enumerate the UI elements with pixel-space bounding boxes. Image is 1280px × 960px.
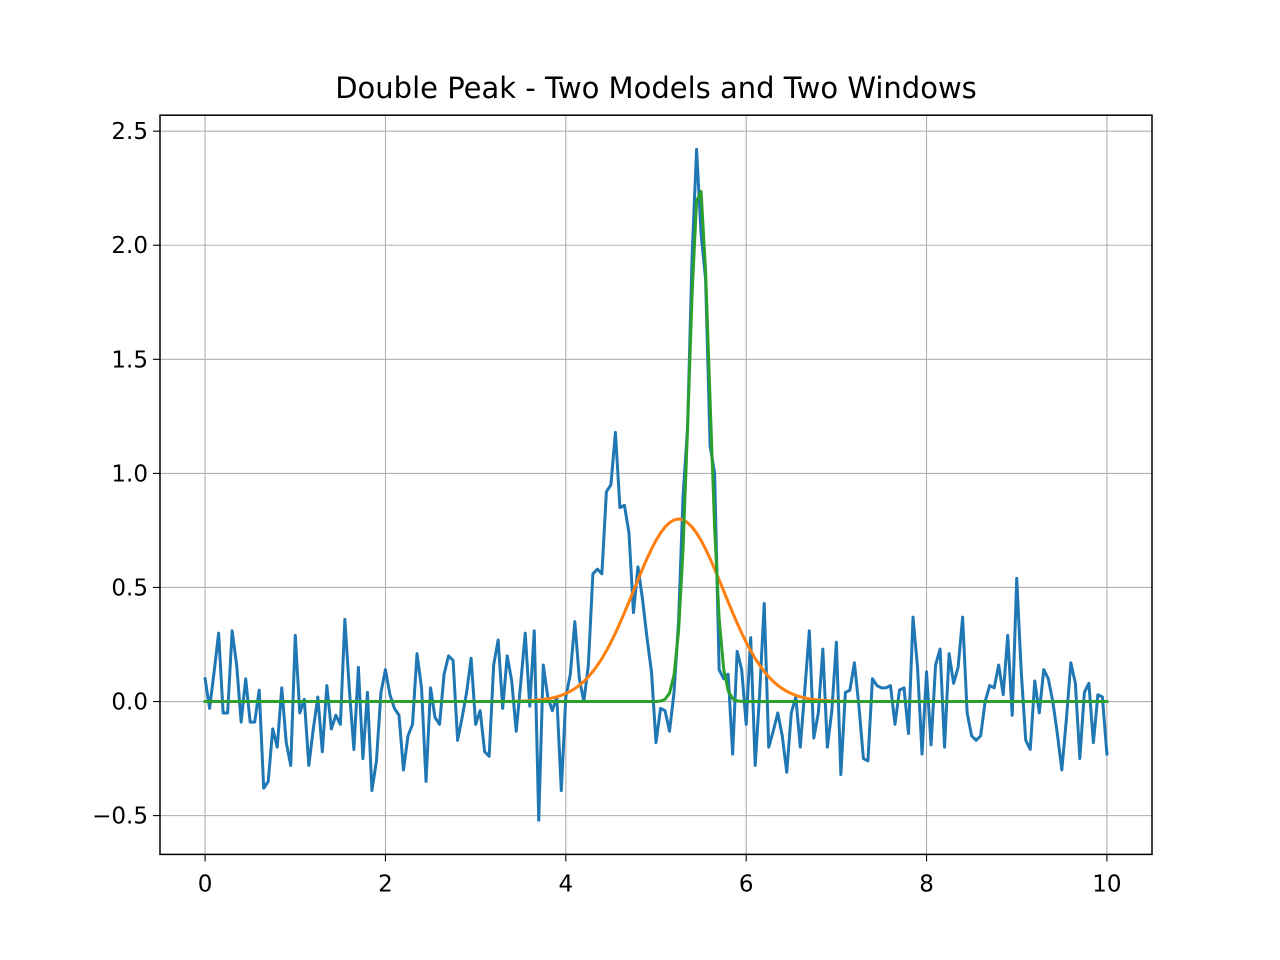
axis-ticks: 0 2 4 6 8 10 −0.5 0.0 0.5 1.0 1.5 2.0 2.5 bbox=[92, 119, 1121, 897]
y-tick-label: 1.0 bbox=[111, 461, 148, 487]
x-tick-label: 8 bbox=[919, 871, 934, 897]
x-tick-label: 6 bbox=[739, 871, 754, 897]
chart-title: Double Peak - Two Models and Two Windows bbox=[335, 71, 977, 105]
x-tick-label: 0 bbox=[198, 871, 213, 897]
y-tick-label: 2.0 bbox=[111, 233, 148, 259]
y-tick-label: 0.0 bbox=[111, 690, 148, 716]
model-2-series-line bbox=[203, 189, 1109, 704]
y-tick-label: −0.5 bbox=[92, 804, 148, 830]
x-tick-label: 4 bbox=[558, 871, 573, 897]
y-tick-label: 1.5 bbox=[111, 347, 148, 373]
plot-frame bbox=[159, 114, 1153, 856]
y-tick-label: 0.5 bbox=[111, 575, 148, 601]
x-tick-label: 10 bbox=[1092, 871, 1121, 897]
y-tick-label: 2.5 bbox=[111, 119, 148, 145]
data-series-line bbox=[203, 147, 1109, 822]
x-tick-label: 2 bbox=[378, 871, 393, 897]
plot-series bbox=[203, 147, 1109, 822]
